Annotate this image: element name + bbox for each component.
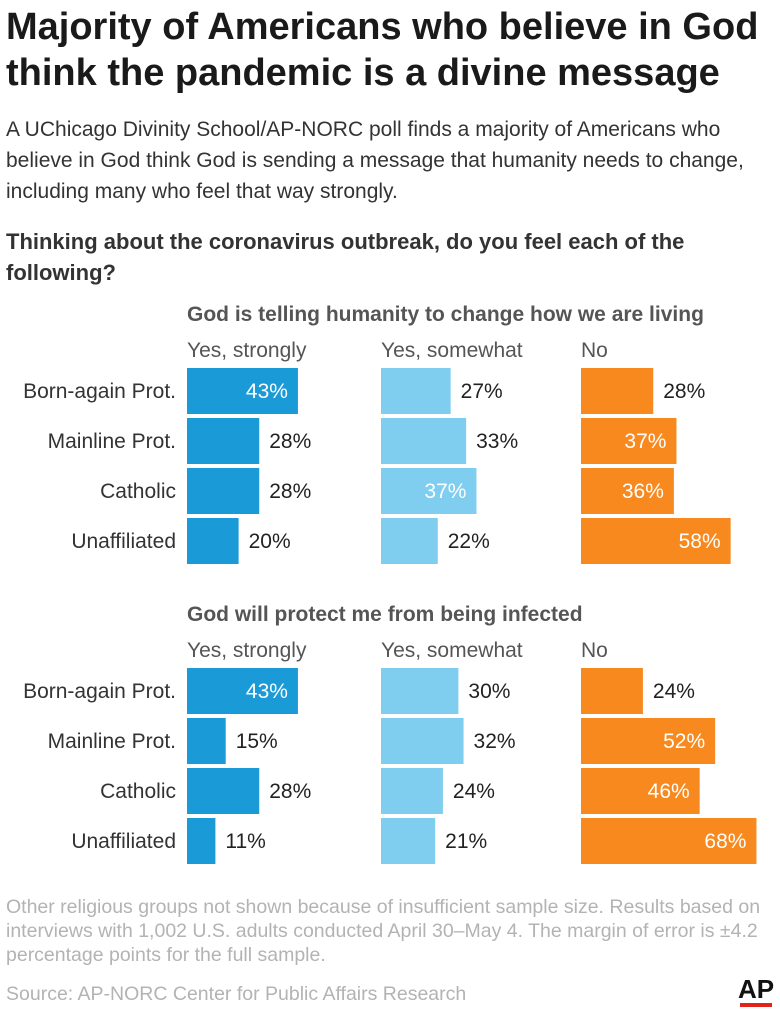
ap-logo: AP xyxy=(738,974,774,1007)
ap-logo-text: AP xyxy=(738,974,774,1004)
footnote: Other religious groups not shown because… xyxy=(6,896,761,966)
data-label: 37% xyxy=(624,430,666,453)
bar-no xyxy=(581,668,643,714)
bar-strongly xyxy=(187,718,226,764)
panel-title-1: God is telling humanity to change how we… xyxy=(187,303,704,326)
data-label: 33% xyxy=(476,430,518,453)
bar-somewhat xyxy=(381,418,467,464)
survey-question: Thinking about the coronavirus outbreak,… xyxy=(6,229,685,285)
data-label: 24% xyxy=(453,780,495,803)
data-label: 28% xyxy=(269,480,311,503)
data-label: 20% xyxy=(249,530,291,553)
category-label: Born-again Prot. xyxy=(23,380,176,403)
ap-logo-bar xyxy=(740,1003,772,1007)
data-label: 58% xyxy=(679,530,721,553)
data-label: 68% xyxy=(704,830,746,853)
data-label: 28% xyxy=(269,780,311,803)
bar-somewhat xyxy=(381,668,459,714)
data-label: 11% xyxy=(225,830,265,853)
bar-somewhat xyxy=(381,518,438,564)
intro-text: A UChicago Divinity School/AP-NORC poll … xyxy=(6,118,744,203)
bar-strongly xyxy=(187,468,260,514)
panel-title-2: God will protect me from being infected xyxy=(187,603,583,626)
data-label: 28% xyxy=(269,430,311,453)
data-label: 15% xyxy=(236,730,278,753)
bar-somewhat xyxy=(381,368,451,414)
bar-strongly xyxy=(187,518,239,564)
category-label: Unaffiliated xyxy=(71,830,176,853)
category-label: Catholic xyxy=(100,480,176,503)
source-credit: Source: AP-NORC Center for Public Affair… xyxy=(6,983,467,1005)
bar-no xyxy=(581,768,700,814)
data-label: 22% xyxy=(448,530,490,553)
series-header-strongly-1: Yes, strongly xyxy=(187,339,307,362)
bar-strongly xyxy=(187,418,260,464)
data-label: 28% xyxy=(663,380,705,403)
category-label: Catholic xyxy=(100,780,176,803)
data-label: 30% xyxy=(468,680,510,703)
bar-no xyxy=(581,418,677,464)
data-label: 32% xyxy=(474,730,516,753)
bar-strongly xyxy=(187,668,298,714)
category-label: Unaffiliated xyxy=(71,530,176,553)
headline: Majority of Americans who believe in God… xyxy=(6,6,759,94)
bar-somewhat xyxy=(381,818,436,864)
bar-strongly xyxy=(187,368,298,414)
data-label: 36% xyxy=(622,480,664,503)
data-label: 43% xyxy=(246,380,288,403)
data-label: 37% xyxy=(424,480,466,503)
bar-no xyxy=(581,718,716,764)
series-header-strongly-2: Yes, strongly xyxy=(187,639,307,662)
bar-somewhat xyxy=(381,468,477,514)
data-label: 52% xyxy=(663,730,705,753)
bar-strongly xyxy=(187,818,216,864)
series-header-no-1: No xyxy=(581,339,608,362)
bar-no xyxy=(581,468,674,514)
series-header-somewhat-2: Yes, somewhat xyxy=(381,639,523,662)
charts: God is telling humanity to change how we… xyxy=(23,303,757,864)
bar-no xyxy=(581,368,654,414)
bar-somewhat xyxy=(381,718,464,764)
data-label: 46% xyxy=(648,780,690,803)
data-label: 21% xyxy=(445,830,487,853)
category-label: Mainline Prot. xyxy=(48,730,176,753)
bar-no xyxy=(581,818,757,864)
data-label: 24% xyxy=(653,680,695,703)
series-header-somewhat-1: Yes, somewhat xyxy=(381,339,523,362)
bar-strongly xyxy=(187,768,260,814)
series-header-no-2: No xyxy=(581,639,608,662)
data-label: 43% xyxy=(246,680,288,703)
data-label: 27% xyxy=(461,380,503,403)
category-label: Mainline Prot. xyxy=(48,430,176,453)
category-label: Born-again Prot. xyxy=(23,680,176,703)
bar-somewhat xyxy=(381,768,443,814)
bar-no xyxy=(581,518,731,564)
